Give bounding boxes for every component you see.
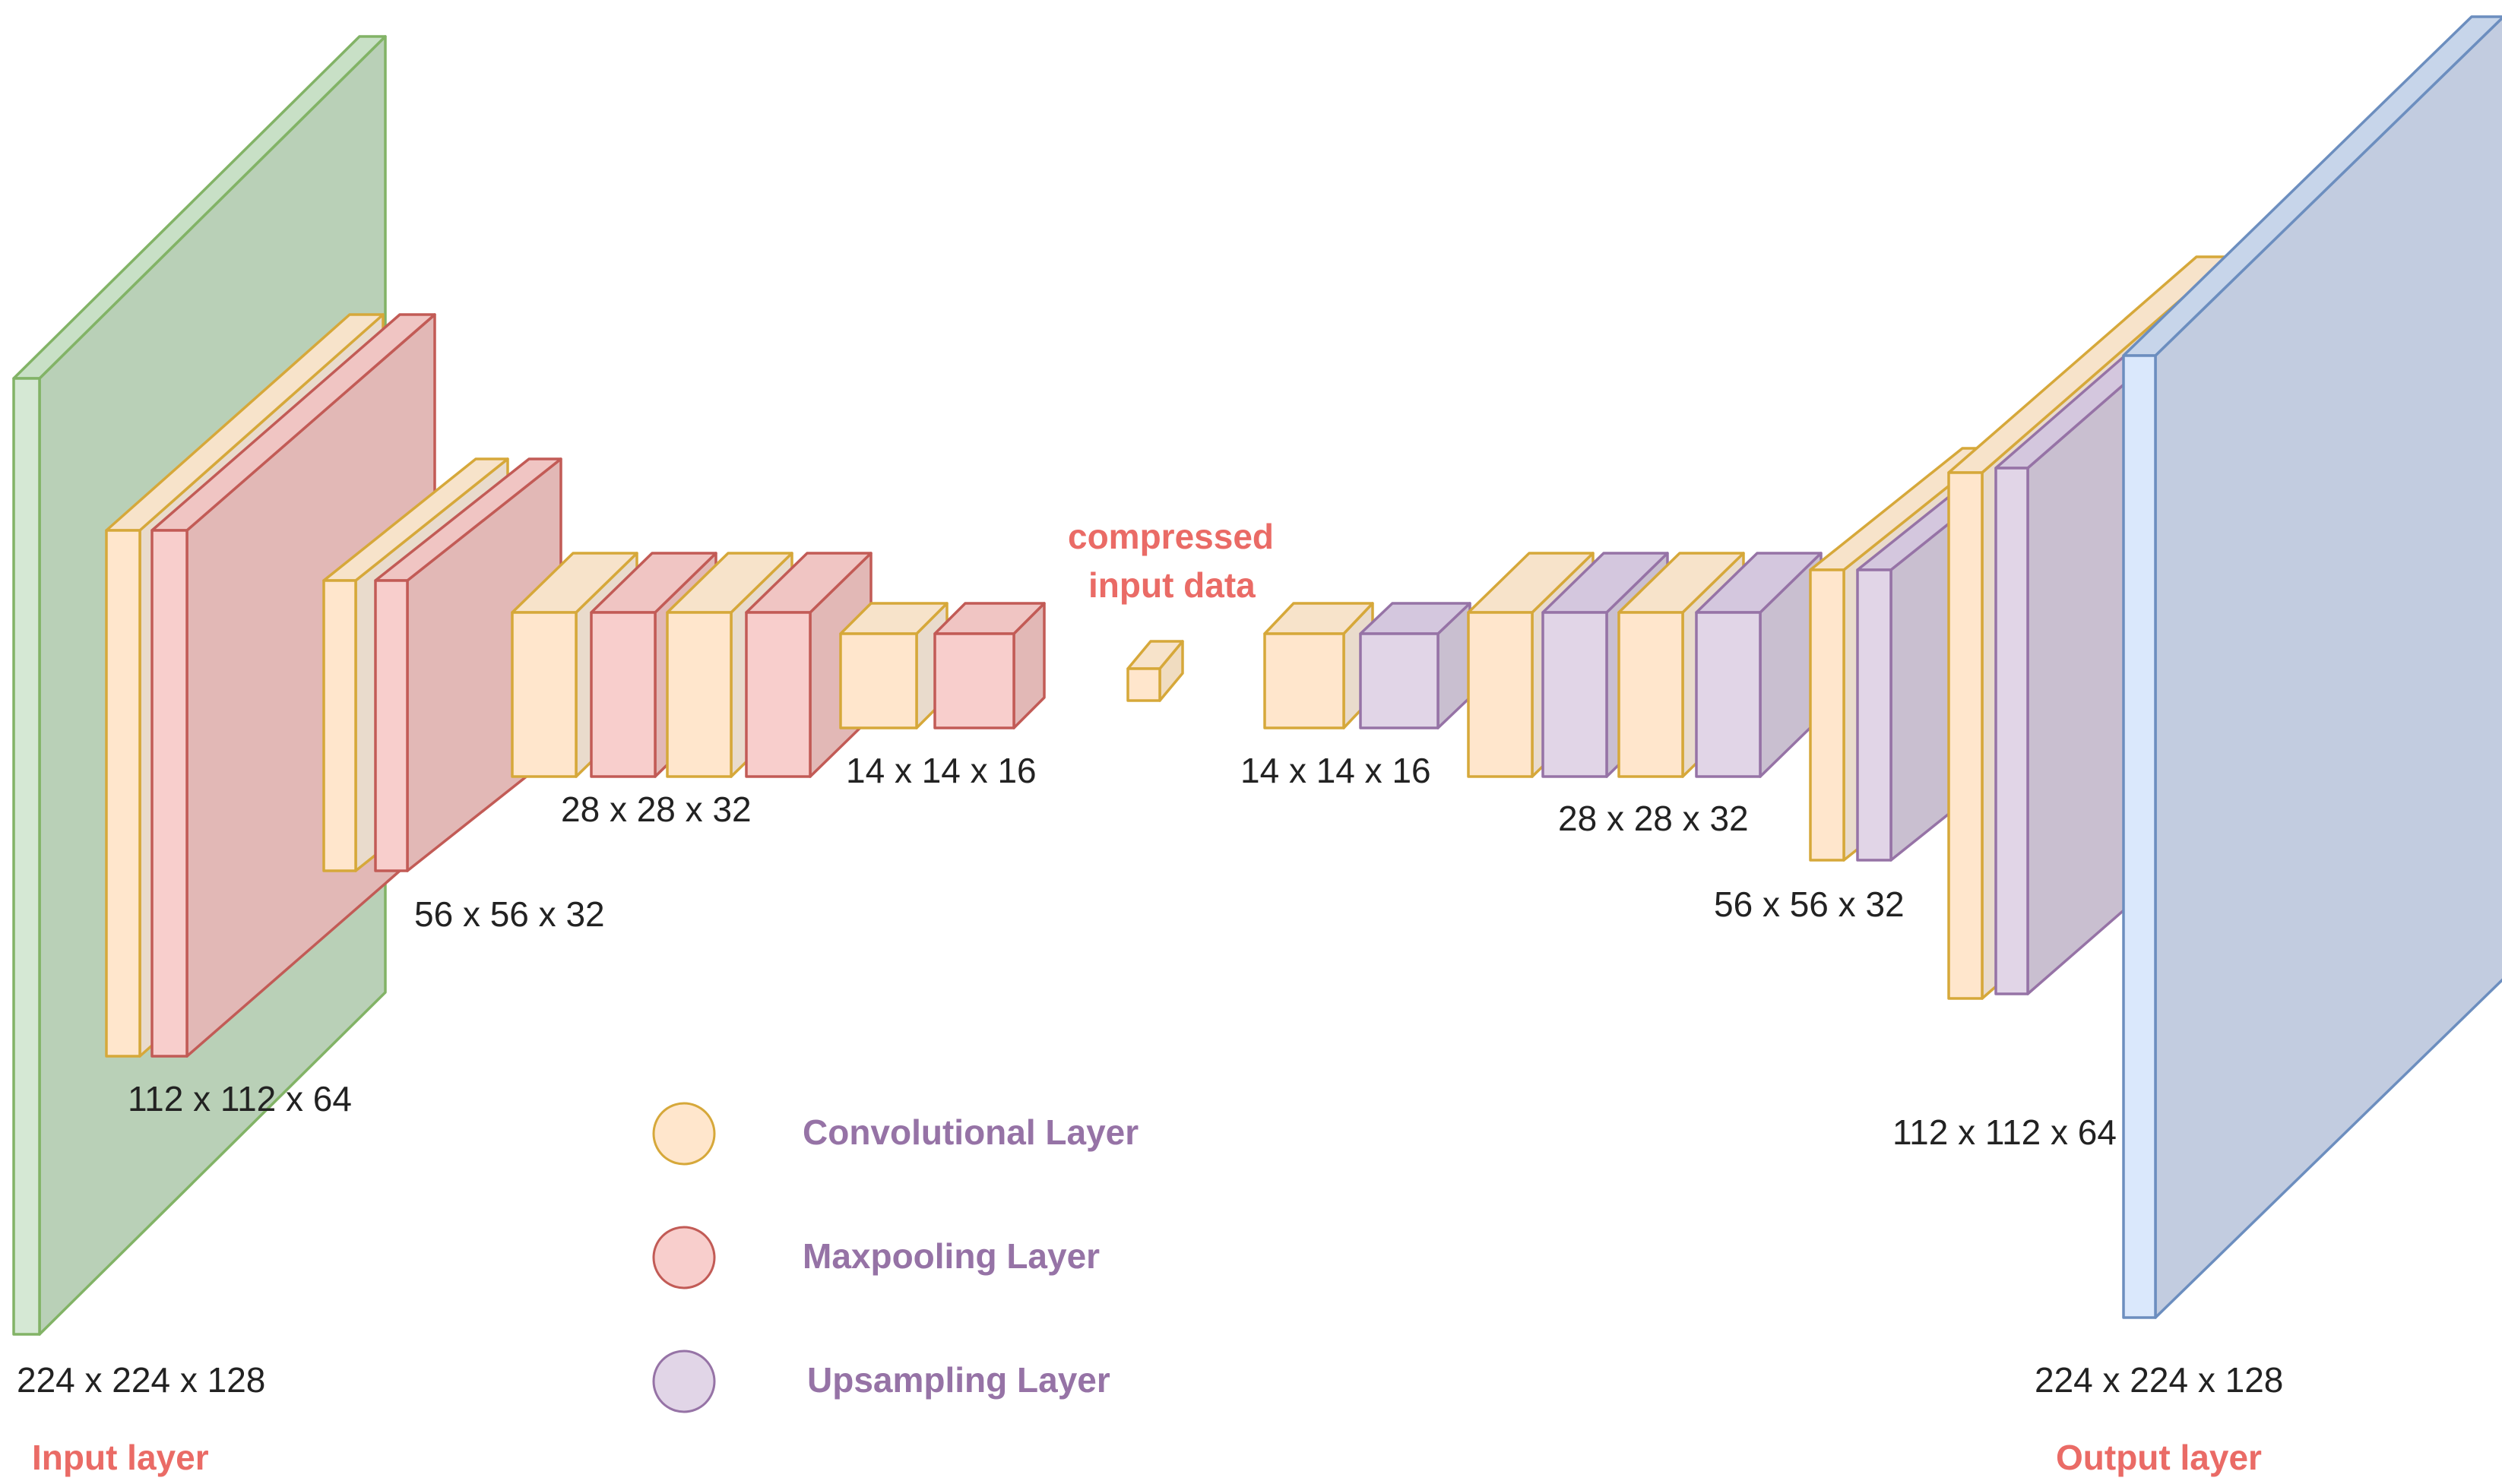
bottleneck-block-front-face [1126,667,1161,702]
decoder-upsampling-block-1 [1359,602,1471,729]
encoder-maxpool-block-3-front-face [590,611,657,778]
legend-maxpool-swatch [652,1226,716,1289]
decoder-upsampling-block-3-front-face [1695,611,1762,778]
decoder-28-label: 28 x 28 x 32 [1558,799,1749,838]
encoder-conv-block-3-front-face [511,611,578,778]
decoder-conv-block-5-front-face [1947,471,1984,1000]
encoder-conv-block-4-front-face [666,611,733,778]
compressed-label-line2: input data [1088,565,1256,605]
compressed-label-line1: compressed [1068,517,1274,556]
encoder-28-label: 28 x 28 x 32 [561,789,752,829]
encoder-maxpool-block-1 [150,313,436,1058]
decoder-upsampling-block-4-front-face [1856,568,1892,862]
decoder-56-label: 56 x 56 x 32 [1714,884,1905,924]
output-layer-label: Output layer [2056,1438,2262,1477]
input-layer-block-front-face [12,377,41,1336]
encoder-56-label: 56 x 56 x 32 [414,894,605,934]
output-layer-block-front-face [2122,354,2157,1319]
encoder-maxpool-block-2-front-face [374,579,409,872]
legend-upsamp-label: Upsampling Layer [807,1360,1110,1400]
legend-conv-swatch [652,1102,716,1166]
legend: Convolutional Layer Maxpooling Layer Ups… [652,1102,1139,1413]
decoder-upsampling-block-5-front-face [1994,467,2029,995]
decoder-conv-block-1-front-face [1263,632,1345,729]
input-dim-label: 224 x 224 x 128 [17,1360,265,1400]
output-layer-block-side-face [2154,16,2502,1319]
encoder-conv-block-5-front-face [839,632,918,729]
layer-blocks [12,15,2502,1336]
decoder-upsampling-block-1-front-face [1359,632,1439,729]
encoder-conv-block-2-front-face [322,579,357,872]
encoder-conv-block-5 [839,602,949,729]
legend-upsamp-swatch [652,1350,716,1413]
decoder-upsampling-block-2-front-face [1541,611,1608,778]
decoder-conv-block-3-front-face [1617,611,1684,778]
decoder-conv-block-4-front-face [1809,568,1845,862]
bottleneck-block [1126,640,1184,702]
legend-maxpool-label: Maxpooling Layer [803,1236,1100,1276]
decoder-112-label: 112 x 112 x 64 [1892,1112,2117,1152]
legend-conv-label: Convolutional Layer [803,1112,1139,1152]
encoder-112-label: 112 x 112 x 64 [128,1079,352,1119]
decoder-conv-block-2-front-face [1467,611,1534,778]
output-dim-label: 224 x 224 x 128 [2035,1360,2283,1400]
encoder-maxpool-block-5-front-face [933,632,1015,729]
output-layer-block [2122,15,2502,1319]
decoder-upsampling-block-3 [1695,552,1823,778]
decoder-14-label: 14 x 14 x 16 [1240,751,1431,790]
decoder-conv-block-1 [1263,602,1374,729]
encoder-maxpool-block-1-front-face [150,529,188,1058]
encoder-maxpool-block-4-front-face [745,611,812,778]
input-layer-label: Input layer [32,1438,209,1477]
encoder-14-label: 14 x 14 x 16 [846,751,1037,790]
encoder-conv-block-1-front-face [105,529,141,1058]
encoder-maxpool-block-5 [933,602,1046,729]
